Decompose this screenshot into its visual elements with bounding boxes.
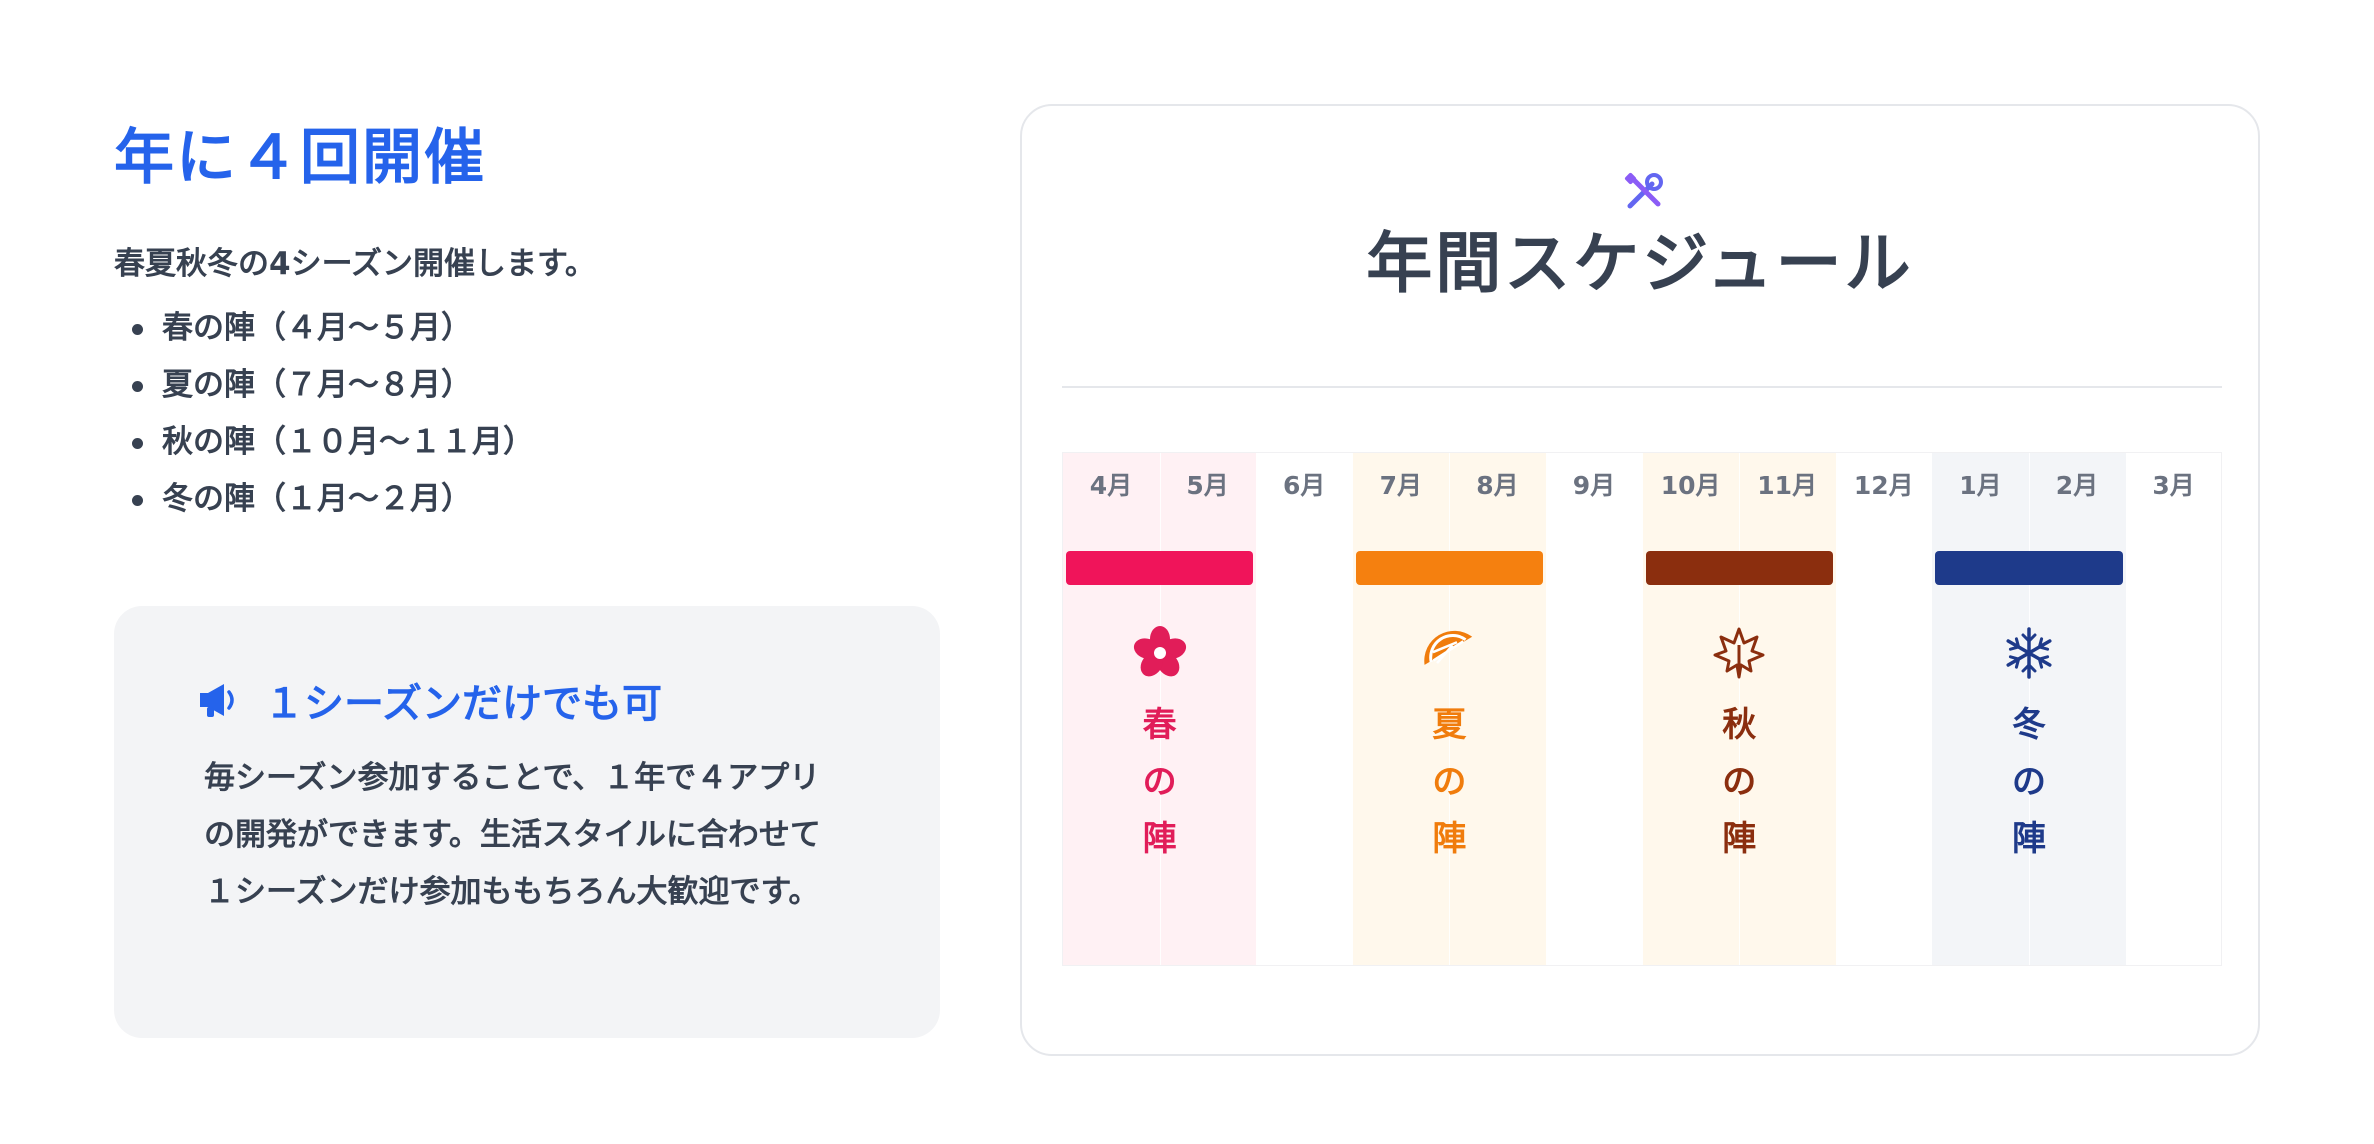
list-item-label: 秋の陣（１０月〜１１月）: [162, 424, 534, 460]
season-bar-autumn: [1645, 551, 1833, 585]
month-label: 1月: [1959, 471, 2002, 500]
bullet-icon: [132, 438, 143, 449]
bullet-icon: [132, 324, 143, 335]
month-label: 7月: [1379, 471, 1422, 500]
divider: [1062, 386, 2222, 388]
month-label: 9月: [1572, 471, 1616, 500]
callout-title-row: １シーズンだけでも可: [198, 672, 850, 728]
month-label: 6月: [1282, 471, 1326, 500]
season-label-char: 陣: [1142, 819, 1177, 859]
month-label: 2月: [2055, 471, 2099, 500]
list-item: 冬の陣（１月〜２月）: [114, 471, 944, 528]
season-list: 春の陣（４月〜５月） 夏の陣（７月〜８月） 秋の陣（１０月〜１１月） 冬の陣（１…: [114, 300, 944, 528]
season-label-char: 陣: [2012, 819, 2046, 859]
season-label-autumn: 秋の陣: [1709, 697, 1769, 868]
maple-leaf-icon: [1713, 627, 1765, 679]
list-item-label: 冬の陣（１月〜２月）: [162, 481, 472, 517]
month-label: 4月: [1089, 471, 1133, 500]
season-label-summer: 夏の陣: [1419, 697, 1479, 868]
season-label-char: 陣: [1432, 819, 1467, 859]
season-label-char: の: [1432, 762, 1467, 802]
season-bg-winter: [1932, 453, 2126, 965]
snowflake-icon: [2006, 627, 2052, 679]
schedule-timeline: 春の陣夏の陣秋の陣冬の陣 4月 5月 6月 7月 8月 9月 10月 11月 12月 1月 2月 3月: [1062, 452, 2222, 966]
section-heading: 年に４回開催: [114, 123, 486, 193]
month-divider: [1159, 453, 1161, 965]
list-item: 夏の陣（７月〜８月）: [114, 357, 944, 414]
season-label-spring: 春の陣: [1130, 697, 1190, 868]
season-label-char: の: [1722, 762, 1757, 802]
season-label-winter: 冬の陣: [1999, 697, 2059, 868]
month-divider: [2029, 453, 2030, 965]
season-label-char: 陣: [1722, 819, 1757, 859]
tools-icon: [1624, 172, 1663, 209]
season-label-char: 夏: [1432, 705, 1467, 745]
left-column: 年に４回開催 春夏秋冬の4シーズン開催します。 春の陣（４月〜５月） 夏の陣（７…: [114, 118, 944, 528]
month-label: 5月: [1186, 471, 1229, 500]
season-label-char: 冬: [2012, 705, 2046, 745]
month-label: 12月: [1853, 471, 1914, 500]
sakura-icon: [1133, 626, 1186, 677]
list-item: 春の陣（４月〜５月）: [114, 300, 944, 357]
season-bar-spring: [1066, 551, 1254, 585]
season-label-char: の: [1142, 762, 1177, 802]
bullet-icon: [132, 381, 143, 392]
orange-slice-icon: [1424, 630, 1473, 665]
callout-box: １シーズンだけでも可 毎シーズン参加することで、１年で４アプリの開発ができます。…: [114, 606, 940, 1038]
megaphone-icon: [200, 684, 234, 717]
schedule-card: 年間スケジュール 春の陣夏の陣秋の陣冬の陣 4月 5月 6月 7月 8月 9月 10月 11月 1…: [1020, 104, 2260, 1056]
season-bar-winter: [1935, 551, 2123, 585]
month-divider: [1449, 453, 1451, 965]
season-label-char: 春: [1142, 705, 1177, 745]
month-label: 10月: [1660, 471, 1721, 500]
season-label-char: の: [2012, 762, 2046, 802]
callout-body: 毎シーズン参加することで、１年で４アプリの開発ができます。生活スタイルに合わせて…: [204, 760, 821, 910]
month-divider: [1739, 453, 1741, 965]
list-item-label: 春の陣（４月〜５月）: [162, 310, 472, 346]
month-label: 8月: [1476, 471, 1519, 500]
list-item: 秋の陣（１０月〜１１月）: [114, 414, 944, 471]
bullet-icon: [132, 495, 143, 506]
season-label-char: 秋: [1722, 705, 1757, 745]
season-bar-summer: [1355, 551, 1543, 585]
card-title: 年間スケジュール: [1366, 225, 1914, 302]
callout-title: １シーズンだけでも可: [264, 681, 662, 727]
list-item-label: 夏の陣（７月〜８月）: [162, 367, 472, 403]
intro-text: 春夏秋冬の4シーズン開催します。: [114, 246, 596, 282]
month-label: 11月: [1757, 471, 1818, 500]
month-label: 3月: [2152, 471, 2195, 500]
